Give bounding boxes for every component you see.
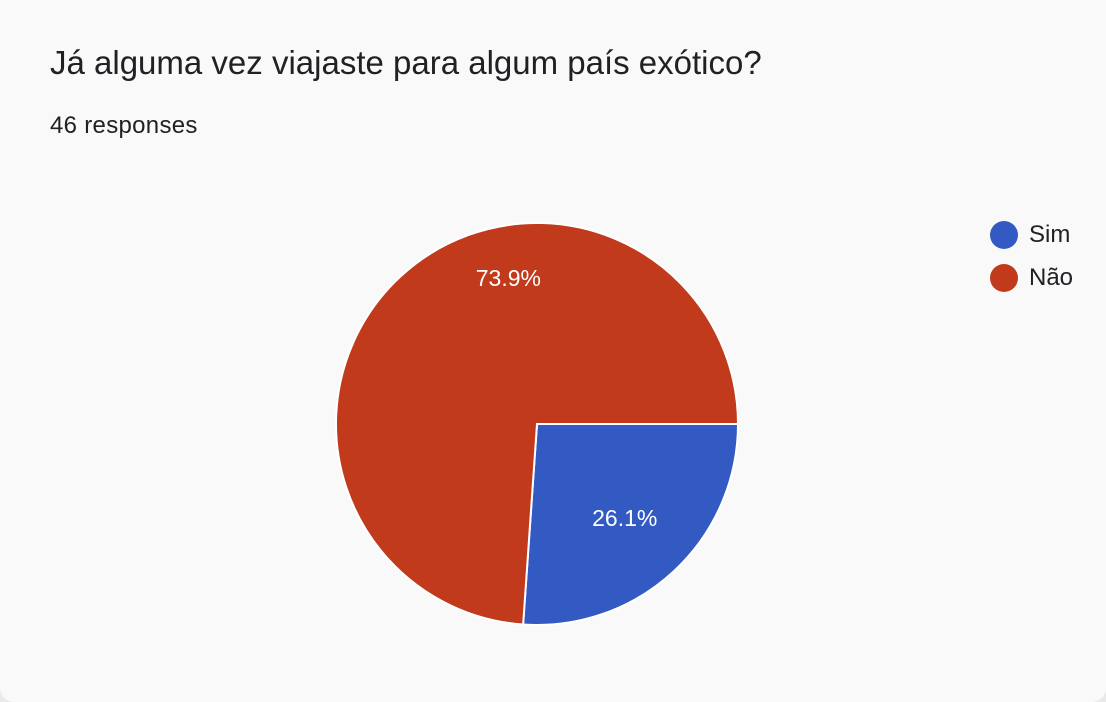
legend-swatch-nao [990, 264, 1018, 292]
chart-title: Já alguma vez viajaste para algum país e… [50, 44, 762, 81]
legend-label-nao: Não [1029, 264, 1074, 291]
legend-item-nao[interactable]: Não [990, 263, 1073, 293]
legend-swatch-sim [990, 221, 1018, 249]
response-count: 46 responses [50, 112, 198, 139]
pie-label-nao: 73.9% [476, 265, 541, 291]
pie-slice-nao[interactable] [335, 222, 740, 626]
chart-legend: Sim Não [990, 220, 1073, 306]
pie-slice-sim[interactable] [522, 423, 740, 626]
legend-label-sim: Sim [1029, 221, 1071, 248]
pie-label-sim: 26.1% [592, 505, 657, 531]
legend-item-sim[interactable]: Sim [990, 220, 1073, 250]
